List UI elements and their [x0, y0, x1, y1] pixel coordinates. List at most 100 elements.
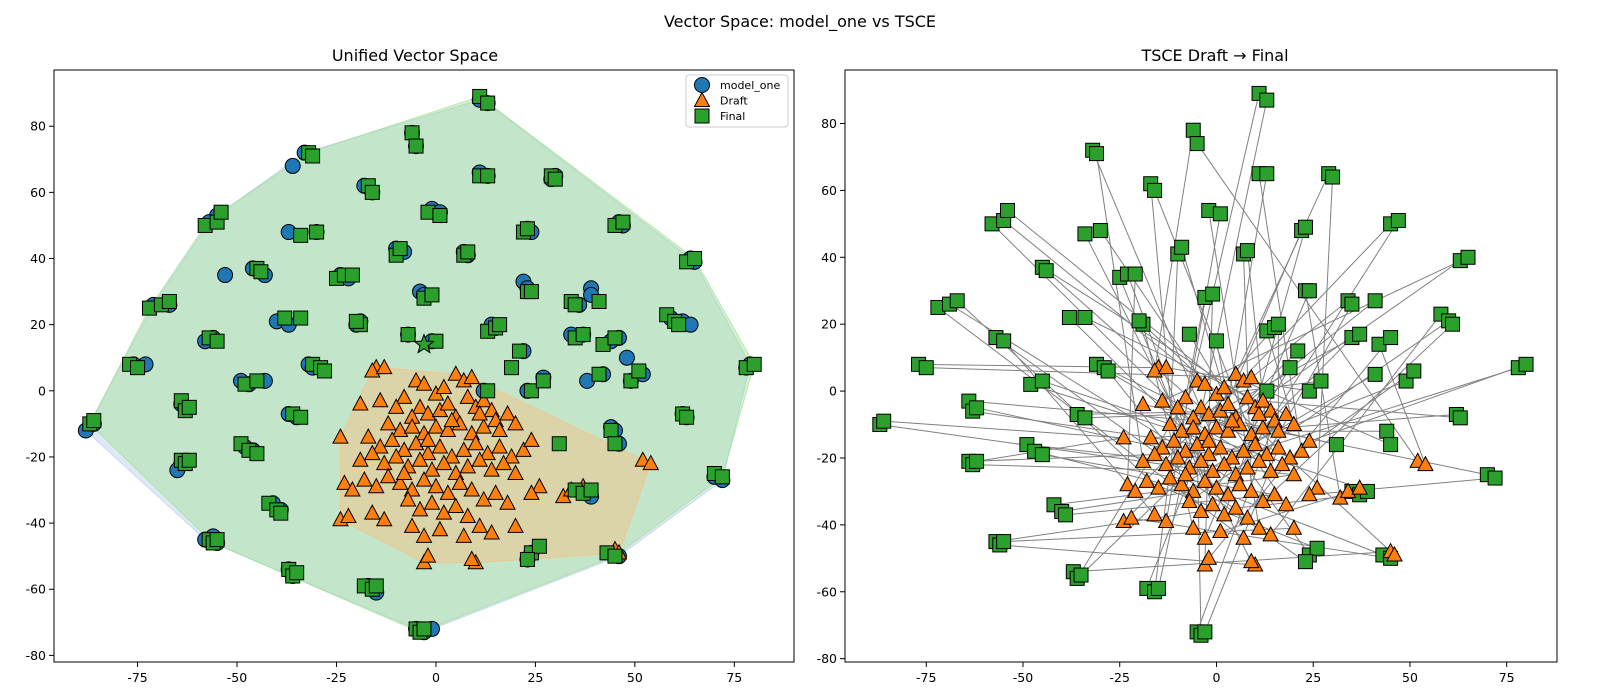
left-y-tick-label: 80 [30, 119, 46, 134]
draft-point [1123, 509, 1140, 525]
draft-point [439, 421, 457, 437]
draft-final-link [1065, 494, 1275, 516]
right-y-tick-label: 20 [821, 317, 837, 332]
final-point [86, 413, 102, 429]
draft-point [1270, 422, 1287, 438]
draft-point [403, 517, 421, 533]
draft-point [439, 394, 457, 411]
draft-final-link [1150, 183, 1175, 442]
final-point [1127, 266, 1143, 282]
draft-point [1208, 479, 1225, 495]
left-x-tick-label: 50 [627, 670, 643, 685]
final-point [949, 293, 965, 309]
draft-point [1219, 395, 1237, 411]
draft-point [1227, 365, 1245, 381]
draft-point [471, 404, 489, 421]
draft-final-link [1138, 320, 1395, 556]
final-point [1390, 213, 1406, 229]
legend-label: Draft [720, 95, 748, 108]
final-point [607, 436, 623, 452]
draft-point [467, 434, 485, 451]
draft-point [340, 507, 357, 523]
draft-point [391, 421, 409, 437]
final-point [679, 409, 695, 425]
draft-point [395, 388, 413, 404]
final-point [1147, 182, 1163, 198]
legend-marker [693, 91, 711, 107]
draft-point [459, 388, 477, 404]
final-point [1270, 316, 1286, 332]
draft-point [1285, 465, 1303, 482]
draft-point [1126, 482, 1144, 498]
final-point [309, 224, 325, 240]
final-point [607, 330, 623, 346]
draft-point [463, 480, 481, 497]
draft-point [359, 428, 377, 444]
final-point [432, 208, 448, 224]
final-point [480, 95, 496, 111]
draft-point [415, 527, 433, 543]
draft-point [1242, 368, 1260, 385]
draft-point [1204, 495, 1221, 512]
draft-final-link [1196, 143, 1419, 462]
draft-point [415, 471, 433, 487]
draft-point [1273, 455, 1291, 472]
right-panel-title: TSCE Draft → Final [1140, 46, 1288, 65]
final-point [1000, 202, 1016, 218]
draft-final-link [1084, 410, 1271, 419]
final-point [249, 373, 265, 389]
draft-point [459, 507, 477, 523]
draft-point [507, 464, 524, 480]
draft-point [1119, 475, 1136, 492]
left-y-tick-label: 40 [30, 251, 46, 266]
draft-point [531, 477, 548, 494]
final-point [1205, 286, 1221, 302]
draft-point [332, 428, 349, 444]
draft-point [1417, 455, 1434, 472]
final-point [161, 294, 177, 310]
final-point [615, 214, 631, 230]
final-point [130, 360, 146, 376]
draft-point [1212, 522, 1229, 539]
right-plot-frame [844, 69, 1558, 663]
draft-final-link [1045, 270, 1202, 409]
final-point [1077, 410, 1093, 426]
draft-point [443, 447, 461, 464]
final-point [671, 317, 687, 333]
final-point [1259, 92, 1275, 108]
draft-point [435, 454, 453, 471]
draft-point [379, 467, 397, 484]
draft-point [459, 457, 477, 474]
final-point [918, 360, 934, 376]
draft-point [1219, 485, 1237, 502]
draft-point [1196, 375, 1214, 391]
final-point [1239, 243, 1255, 259]
final-point [317, 363, 333, 379]
final-point [293, 409, 309, 425]
draft-point [475, 418, 493, 434]
final-point [460, 244, 476, 260]
draft-point [1231, 475, 1249, 492]
draft-point [387, 398, 405, 414]
draft-final-link [1235, 173, 1330, 375]
left-plot-area: -75 -50 -25 0 25 50 75 -80 -60 -40 -20 0 20 40 60 80 [26, 88, 762, 685]
final-point [209, 532, 225, 548]
draft-point [1301, 485, 1318, 502]
draft-point [403, 418, 421, 434]
right-x-tick-label: 50 [1402, 670, 1418, 685]
draft-point [1161, 415, 1179, 432]
final-point [181, 399, 197, 415]
draft-point [1277, 495, 1295, 512]
draft-point [363, 361, 381, 378]
draft-final-link [1220, 490, 1353, 533]
draft-final-link [1080, 474, 1186, 576]
draft-point [471, 451, 489, 467]
draft-final-link [1131, 517, 1391, 559]
draft-point [1157, 512, 1175, 529]
final-point [1518, 356, 1534, 372]
draft-point [1235, 529, 1252, 545]
left-panel-title: Unified Vector Space [332, 46, 498, 65]
draft-point [419, 444, 437, 461]
draft-point [1242, 482, 1260, 498]
draft-point [491, 437, 508, 454]
